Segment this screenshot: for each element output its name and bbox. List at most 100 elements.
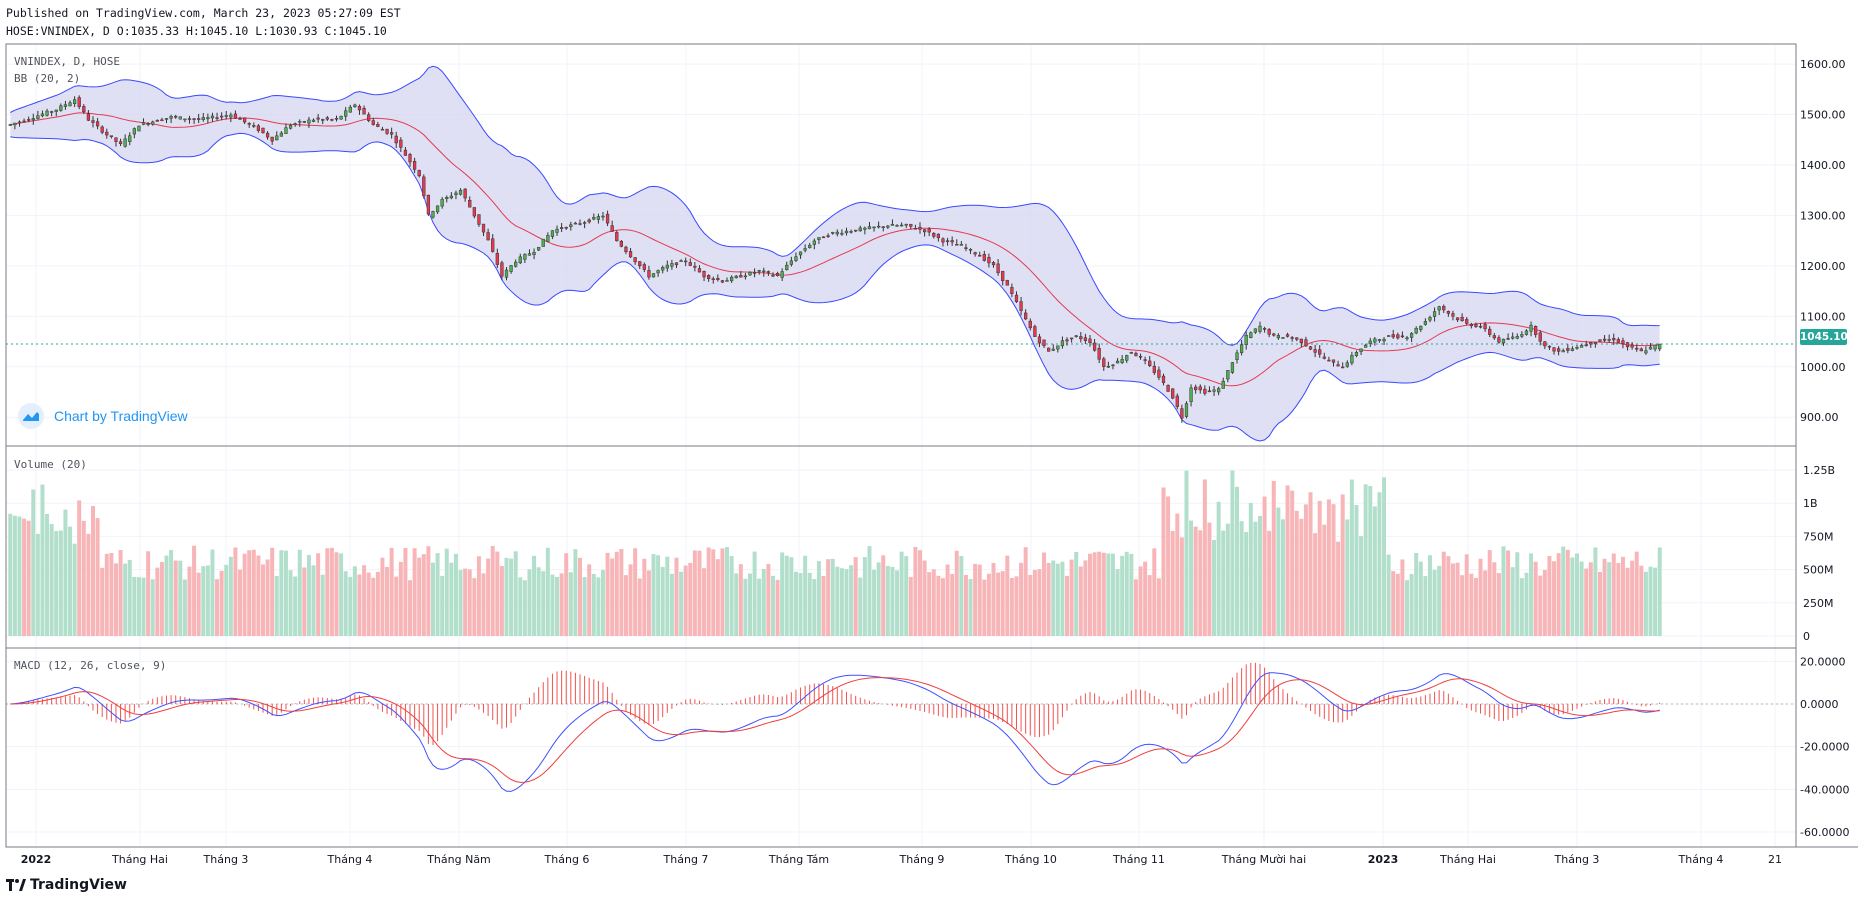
candle-body: [1483, 324, 1487, 330]
candle-body: [146, 123, 150, 125]
volume-bar: [637, 578, 642, 636]
candle-body: [463, 188, 467, 199]
volume-bar: [173, 560, 178, 636]
candle-body: [899, 224, 904, 227]
candle-body: [1079, 336, 1083, 340]
candle-body: [596, 216, 601, 220]
candle-body: [771, 274, 775, 277]
volume-bar: [1588, 562, 1593, 636]
volume-bar: [233, 547, 238, 636]
time-tick-label: Tháng Tám: [768, 853, 829, 866]
candle-body: [1088, 338, 1092, 343]
candle-body: [1148, 360, 1152, 367]
candle-body: [1543, 341, 1547, 347]
volume-bar: [821, 575, 826, 636]
volume-bar: [963, 574, 968, 636]
volume-bar: [215, 579, 220, 636]
candle-body: [1630, 344, 1634, 348]
time-tick-label: Tháng Hai: [111, 853, 168, 866]
volume-bar: [1593, 547, 1598, 636]
candle-body: [789, 260, 793, 265]
candle-body: [835, 231, 839, 235]
volume-bar: [26, 520, 31, 636]
volume-bar: [499, 565, 504, 636]
volume-bar: [633, 548, 638, 636]
volume-bar: [352, 566, 357, 636]
volume-bar: [1487, 550, 1492, 636]
candle-body: [1331, 359, 1336, 363]
candle-body: [1005, 280, 1009, 286]
candle-body: [1180, 408, 1184, 419]
candle-body: [105, 131, 109, 136]
candle-body: [909, 223, 913, 227]
candle-body: [169, 116, 173, 119]
volume-bar: [1267, 530, 1272, 636]
volume-bar: [509, 558, 514, 636]
price-tick-label: 1200.00: [1800, 260, 1846, 273]
bb-lower-line: [10, 132, 1660, 442]
volume-bar: [1345, 519, 1350, 636]
candle-body: [1451, 313, 1455, 317]
tradingview-footer-logo[interactable]: TradingView: [6, 877, 127, 893]
time-tick-label: 2023: [1368, 853, 1399, 866]
candle-body: [1506, 338, 1510, 340]
symbol-legend[interactable]: VNINDEX, D, HOSE: [14, 55, 120, 68]
volume-bar: [1547, 556, 1552, 636]
bb-legend[interactable]: BB (20, 2): [14, 72, 81, 85]
volume-bar: [738, 564, 743, 636]
candle-body: [440, 199, 444, 207]
candle-body: [592, 217, 596, 220]
volume-bar: [559, 573, 564, 636]
volume-bar: [646, 570, 651, 636]
candle-body: [1442, 306, 1446, 311]
volume-bar: [430, 562, 435, 636]
volume-bar: [748, 573, 752, 636]
candle-body: [252, 125, 256, 127]
volume-bar: [1423, 576, 1428, 636]
volume-bar: [1607, 562, 1612, 636]
volume-bar: [1386, 554, 1391, 636]
candle-body: [1387, 335, 1391, 337]
candle-body: [1455, 317, 1460, 321]
volume-bar: [1198, 530, 1203, 636]
candle-body: [1625, 342, 1630, 348]
candle-body: [362, 107, 366, 115]
candle-body: [877, 225, 881, 228]
candle-body: [1658, 343, 1662, 350]
candle-body: [1341, 366, 1345, 369]
volume-bar: [45, 513, 50, 636]
volume-bar: [1133, 579, 1138, 636]
candle-body: [1253, 328, 1258, 333]
volume-bar: [1032, 570, 1037, 636]
candle-body: [633, 257, 637, 263]
volume-bar: [734, 573, 739, 636]
candle-body: [1042, 339, 1046, 346]
candle-body: [330, 119, 334, 121]
volume-tick-label: 500M: [1803, 564, 1834, 577]
macd-legend[interactable]: MACD (12, 26, close, 9): [14, 659, 167, 672]
volume-bar: [196, 572, 201, 636]
candle-body: [449, 195, 453, 199]
volume-bar: [1189, 520, 1194, 636]
candle-body: [679, 260, 683, 262]
candle-body: [564, 226, 568, 229]
volume-bar: [1634, 551, 1639, 636]
volume-bar: [91, 506, 95, 636]
candle-body: [178, 116, 182, 120]
volume-bar: [159, 562, 164, 636]
candle-body: [77, 97, 81, 107]
volume-bar: [306, 554, 311, 636]
volume-legend[interactable]: Volume (20): [14, 458, 87, 471]
volume-bar: [1303, 504, 1308, 636]
volume-bar: [715, 559, 720, 636]
chart-by-tradingview-link[interactable]: Chart by TradingView: [18, 403, 188, 429]
candle-body: [408, 154, 412, 163]
volume-bar: [968, 579, 973, 636]
candle-body: [224, 115, 228, 117]
volume-bar: [1051, 560, 1056, 636]
volume-bar: [518, 577, 523, 636]
candle-body: [1552, 347, 1556, 352]
volume-bar: [228, 556, 233, 636]
candle-body: [1166, 385, 1170, 392]
